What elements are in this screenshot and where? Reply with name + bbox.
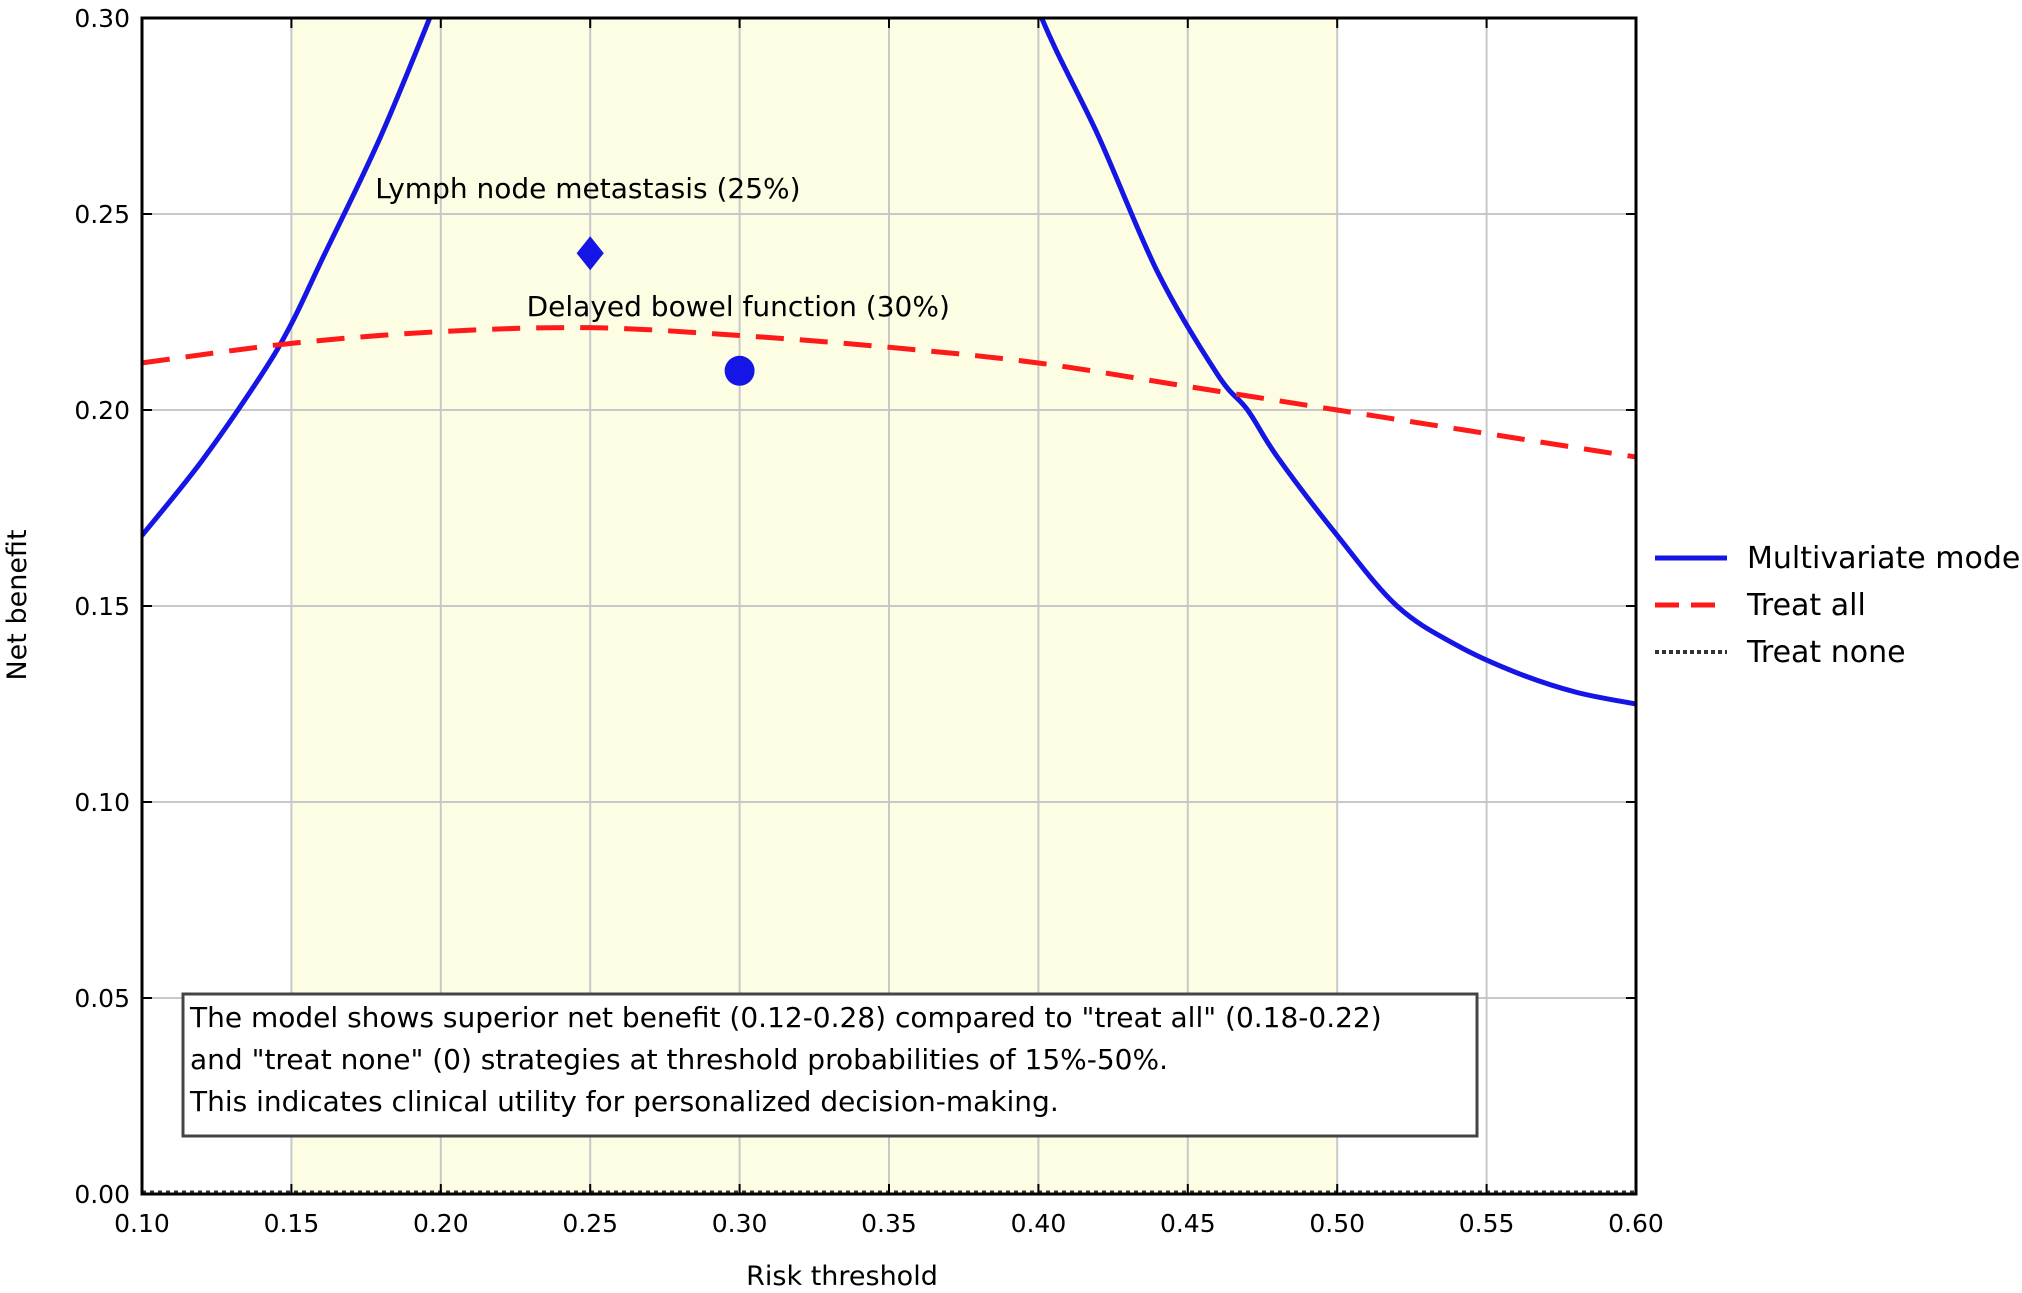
y-axis-label: Net benefit (2, 529, 33, 680)
marker-circle-bowel-function (724, 355, 755, 386)
series-line-treat-all (142, 325, 1636, 460)
x-tick-label: 0.10 (114, 1209, 170, 1238)
note-box (181, 992, 1479, 1138)
x-tick-label: 0.15 (264, 1209, 320, 1238)
point-label-bowel-function: Delayed bowel function (30%) (527, 290, 950, 323)
x-tick-label: 0.30 (712, 1209, 768, 1238)
x-tick-label: 0.55 (1459, 1209, 1515, 1238)
note-line: and "treat none" (0) strategies at thres… (190, 1043, 1168, 1076)
x-tick-label: 0.25 (562, 1209, 618, 1238)
x-axis-label: Risk threshold (746, 1261, 938, 1292)
y-tick-label: 0.10 (74, 788, 130, 817)
series-line-multivariate-model (1038, 18, 1636, 707)
x-tick-label: 0.60 (1608, 1209, 1664, 1238)
x-tick-label: 0.40 (1011, 1209, 1067, 1238)
series-line-multivariate-model (142, 18, 433, 538)
y-tick-label: 0.05 (74, 984, 130, 1013)
y-tick-label: 0.30 (74, 4, 130, 33)
x-tick-label: 0.35 (861, 1209, 917, 1238)
legend-label-treat-all: Treat all (1746, 588, 1866, 623)
x-tick-label: 0.20 (413, 1209, 469, 1238)
legend-label-treat-none: Treat none (1746, 635, 1906, 670)
y-tick-label: 0.00 (74, 1180, 130, 1209)
y-tick-label: 0.20 (74, 396, 130, 425)
note-line: The model shows superior net benefit (0.… (189, 1001, 1382, 1034)
marker-diamond-lymph-node (576, 236, 604, 271)
y-tick-label: 0.15 (74, 592, 130, 621)
note-line: This indicates clinical utility for pers… (189, 1085, 1059, 1118)
x-tick-label: 0.45 (1160, 1209, 1216, 1238)
point-label-lymph-node: Lymph node metastasis (25%) (375, 172, 800, 205)
legend-label-multivariate-model: Multivariate model (1747, 541, 2022, 576)
x-tick-label: 0.50 (1309, 1209, 1365, 1238)
y-tick-label: 0.25 (74, 200, 130, 229)
